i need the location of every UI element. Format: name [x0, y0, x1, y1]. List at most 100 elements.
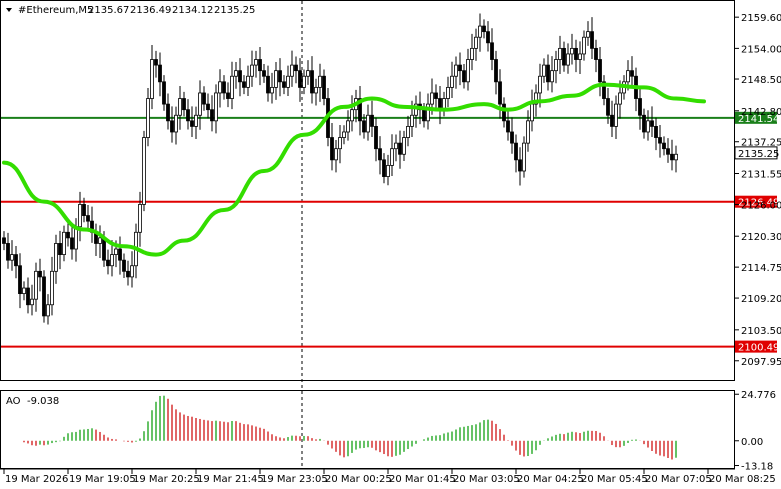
candle-body: [238, 70, 242, 83]
candle-body: [602, 81, 606, 99]
candle-body: [534, 92, 538, 105]
candle-body: [510, 131, 514, 144]
candle-body: [210, 109, 214, 122]
candle-body: [234, 70, 238, 77]
candle-body: [330, 137, 334, 161]
candle-body: [546, 64, 550, 83]
candle-body: [278, 70, 282, 83]
price-tick-label: 2114.75: [741, 263, 781, 274]
candle-body: [574, 47, 578, 60]
time-tick-label: 20 Mar 01:45: [389, 474, 456, 485]
candle-body: [98, 237, 102, 244]
candle-body: [314, 86, 318, 94]
candle-body: [342, 131, 346, 138]
ohlc-high: 2136.49: [130, 5, 171, 16]
candle-body: [26, 287, 30, 306]
candle-body: [630, 70, 634, 77]
candle-body: [370, 114, 374, 127]
candle-body: [526, 120, 530, 144]
candle-body: [22, 287, 26, 295]
candle-body: [202, 92, 206, 105]
moving-average: [2, 82, 706, 257]
candle-body: [578, 53, 582, 60]
candle-body: [138, 204, 142, 233]
candle-body: [594, 47, 598, 60]
candle-body: [450, 75, 454, 88]
candle-body: [550, 70, 554, 83]
candle-body: [262, 70, 266, 77]
candle-body: [470, 47, 474, 60]
candle-body: [614, 103, 618, 127]
candle-body: [18, 265, 22, 295]
current-price-tag: [734, 146, 778, 160]
candle-body: [666, 148, 670, 155]
candle-body: [122, 259, 126, 272]
price-tick-label: 2097.95: [741, 357, 781, 368]
candle-body: [398, 142, 402, 155]
candle-body: [566, 53, 570, 66]
candle-body: [42, 276, 46, 317]
level-tag: [735, 111, 777, 124]
candle-body: [10, 254, 14, 261]
candle-body: [286, 75, 290, 88]
candle-body: [146, 98, 150, 138]
ao-panel-frame: [0, 390, 735, 469]
ohlc-close: 2135.25: [214, 5, 255, 16]
chevron-down-icon[interactable]: [6, 8, 12, 12]
candle-body: [458, 64, 462, 72]
candle-body: [502, 103, 506, 122]
candle-body: [190, 120, 194, 127]
time-tick-label: 20 Mar 04:25: [517, 474, 584, 485]
candle-body: [58, 243, 62, 255]
candle-body: [54, 243, 58, 272]
candle-body: [258, 59, 262, 72]
time-tick-label: 20 Mar 00:25: [325, 474, 392, 485]
time-tick-label: 19 Mar 19:05: [69, 474, 136, 485]
candle-body: [662, 142, 666, 150]
candle-body: [542, 64, 546, 77]
level-tag-label: 2100.49: [738, 343, 779, 354]
candle-body: [290, 64, 294, 77]
candle-body: [162, 81, 166, 105]
candle-body: [374, 126, 378, 150]
candle-body: [410, 114, 414, 127]
candle-body: [6, 243, 10, 261]
candle-body: [350, 109, 354, 122]
candle-body: [174, 114, 178, 133]
price-tags: 2141.54 2126.49 2100.49 2135.25: [734, 111, 779, 354]
price-axis: 2159.60 2154.00 2148.50 2142.80 2137.25 2131.…: [735, 13, 781, 368]
candle-body: [86, 215, 90, 222]
candle-body: [514, 142, 518, 161]
candle-body: [70, 237, 74, 250]
price-tick-label: 2159.60: [741, 13, 781, 24]
candle-body: [406, 126, 410, 138]
candle-body: [302, 75, 306, 88]
price-tick-label: 2142.80: [741, 107, 781, 118]
candle-body: [466, 59, 470, 83]
price-tick-label: 2109.20: [741, 294, 781, 305]
candle-body: [430, 92, 434, 105]
candle-body: [562, 47, 566, 66]
candle-body: [298, 70, 302, 88]
candle-body: [414, 103, 418, 116]
candle-body: [554, 59, 558, 72]
candle-body: [486, 31, 490, 44]
candle-body: [610, 114, 614, 127]
price-tick-label: 2137.25: [741, 138, 781, 149]
candle-body: [218, 81, 222, 94]
candle-body: [38, 270, 42, 278]
candle-body: [482, 25, 486, 33]
candle-body: [50, 270, 54, 306]
candle-body: [454, 64, 458, 77]
time-tick-label: 19 Mar 20:25: [133, 474, 200, 485]
candle-body: [242, 81, 246, 88]
candle-body: [310, 70, 314, 94]
candle-body: [606, 98, 610, 116]
level-tag: [735, 340, 777, 353]
candle-body: [366, 114, 370, 133]
candle-body: [66, 231, 70, 239]
candle-body: [650, 120, 654, 127]
price-tick-label: 2131.55: [741, 170, 781, 181]
